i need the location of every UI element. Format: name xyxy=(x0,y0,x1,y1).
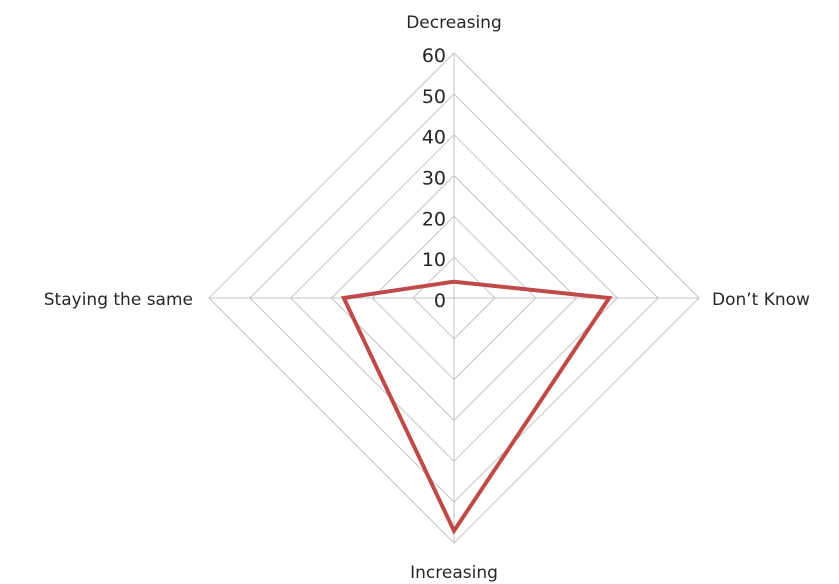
tick-label-0: 0 xyxy=(434,290,446,312)
category-labels: Decreasing Don’t Know Increasing Staying th… xyxy=(44,13,810,583)
category-label-3: Staying the same xyxy=(44,290,193,310)
category-label-0: Decreasing xyxy=(406,13,502,33)
tick-label-6: 60 xyxy=(422,45,446,67)
series-layer xyxy=(340,279,613,535)
tick-label-4: 40 xyxy=(422,127,446,149)
tick-label-2: 20 xyxy=(422,208,446,230)
tick-label-5: 50 xyxy=(422,86,446,108)
tick-label-1: 10 xyxy=(422,249,446,271)
category-label-2: Increasing xyxy=(410,563,498,583)
radial-axis-ticks: 0 10 20 30 40 50 60 xyxy=(422,45,446,312)
tick-label-3: 30 xyxy=(422,168,446,190)
category-label-1: Don’t Know xyxy=(712,290,810,310)
series-line-0 xyxy=(340,279,613,535)
radar-grid xyxy=(208,52,700,544)
